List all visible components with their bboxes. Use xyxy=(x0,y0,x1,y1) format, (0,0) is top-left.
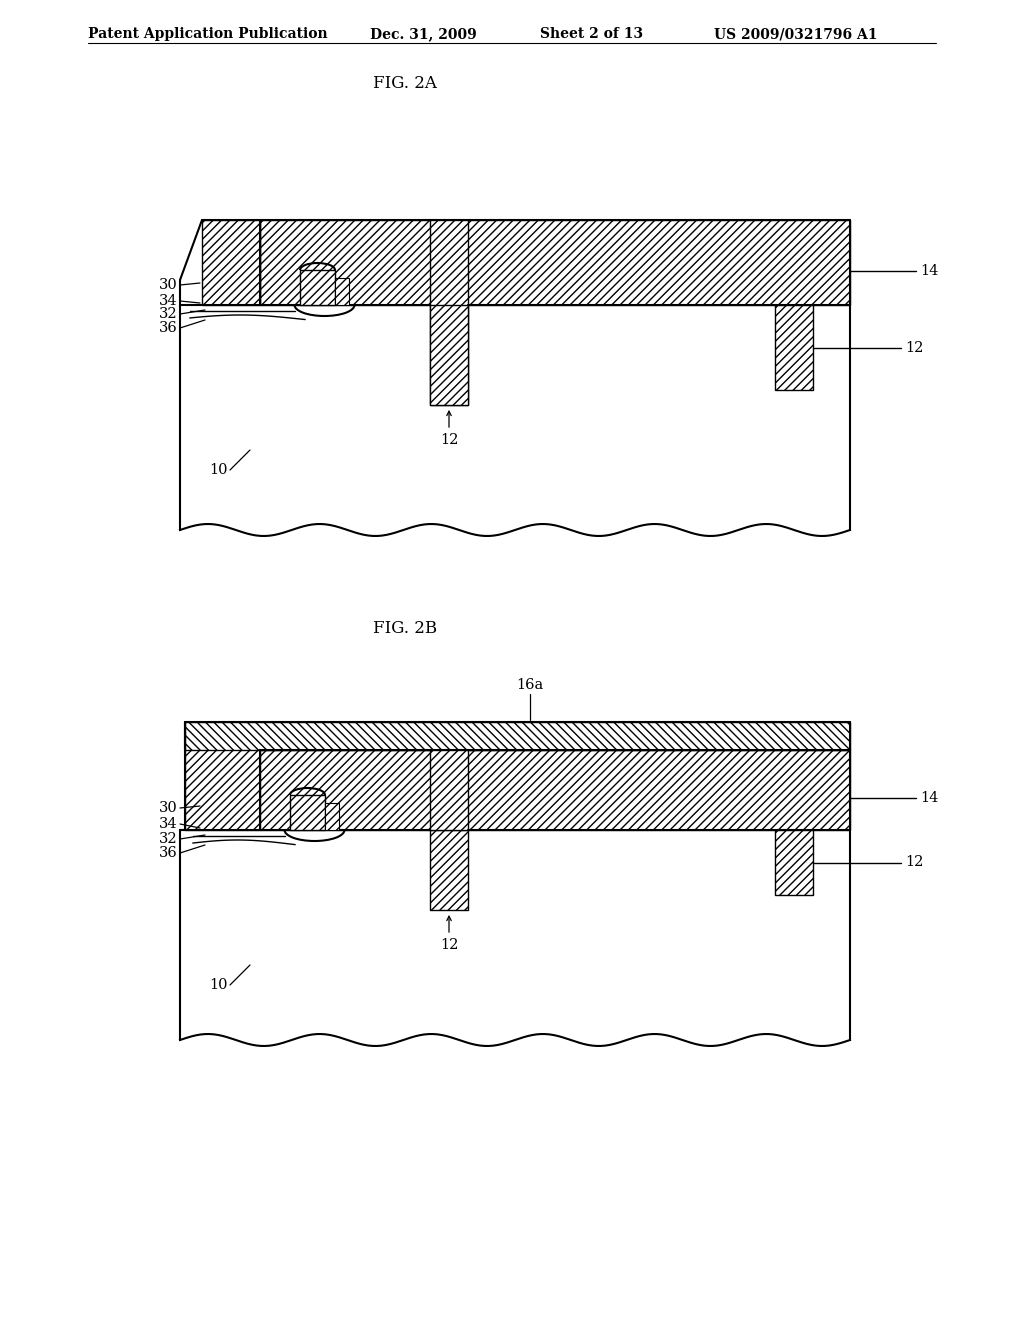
Bar xyxy=(430,220,468,405)
Text: 32: 32 xyxy=(160,308,178,321)
Text: 10: 10 xyxy=(210,978,228,993)
Bar xyxy=(202,220,260,305)
Text: 12: 12 xyxy=(440,433,458,447)
Bar xyxy=(260,750,850,830)
Bar xyxy=(325,803,339,830)
Text: 30: 30 xyxy=(160,801,178,814)
Bar xyxy=(430,830,468,909)
Bar xyxy=(335,279,349,305)
Bar xyxy=(300,271,335,305)
Text: 32: 32 xyxy=(160,832,178,846)
Text: 14: 14 xyxy=(920,791,938,805)
Bar xyxy=(290,795,325,830)
Text: 12: 12 xyxy=(905,341,924,355)
Text: 36: 36 xyxy=(160,321,178,335)
Bar xyxy=(260,220,850,305)
Bar xyxy=(185,722,850,750)
Text: FIG. 2B: FIG. 2B xyxy=(373,620,437,638)
Bar xyxy=(430,750,468,830)
Bar xyxy=(775,305,813,389)
Text: 36: 36 xyxy=(160,846,178,861)
Text: 10: 10 xyxy=(210,463,228,477)
Text: 14: 14 xyxy=(920,264,938,279)
Text: 34: 34 xyxy=(160,294,178,308)
Text: Patent Application Publication: Patent Application Publication xyxy=(88,26,328,41)
Text: Sheet 2 of 13: Sheet 2 of 13 xyxy=(540,26,643,41)
Bar xyxy=(430,305,468,405)
Text: US 2009/0321796 A1: US 2009/0321796 A1 xyxy=(714,26,878,41)
Bar xyxy=(775,830,813,895)
Bar xyxy=(185,722,260,830)
Text: 16a: 16a xyxy=(516,678,544,692)
Text: Dec. 31, 2009: Dec. 31, 2009 xyxy=(370,26,477,41)
Text: 30: 30 xyxy=(160,279,178,292)
Text: 34: 34 xyxy=(160,817,178,832)
Text: FIG. 2A: FIG. 2A xyxy=(373,75,437,92)
Text: 12: 12 xyxy=(440,939,458,952)
Text: 12: 12 xyxy=(905,855,924,870)
